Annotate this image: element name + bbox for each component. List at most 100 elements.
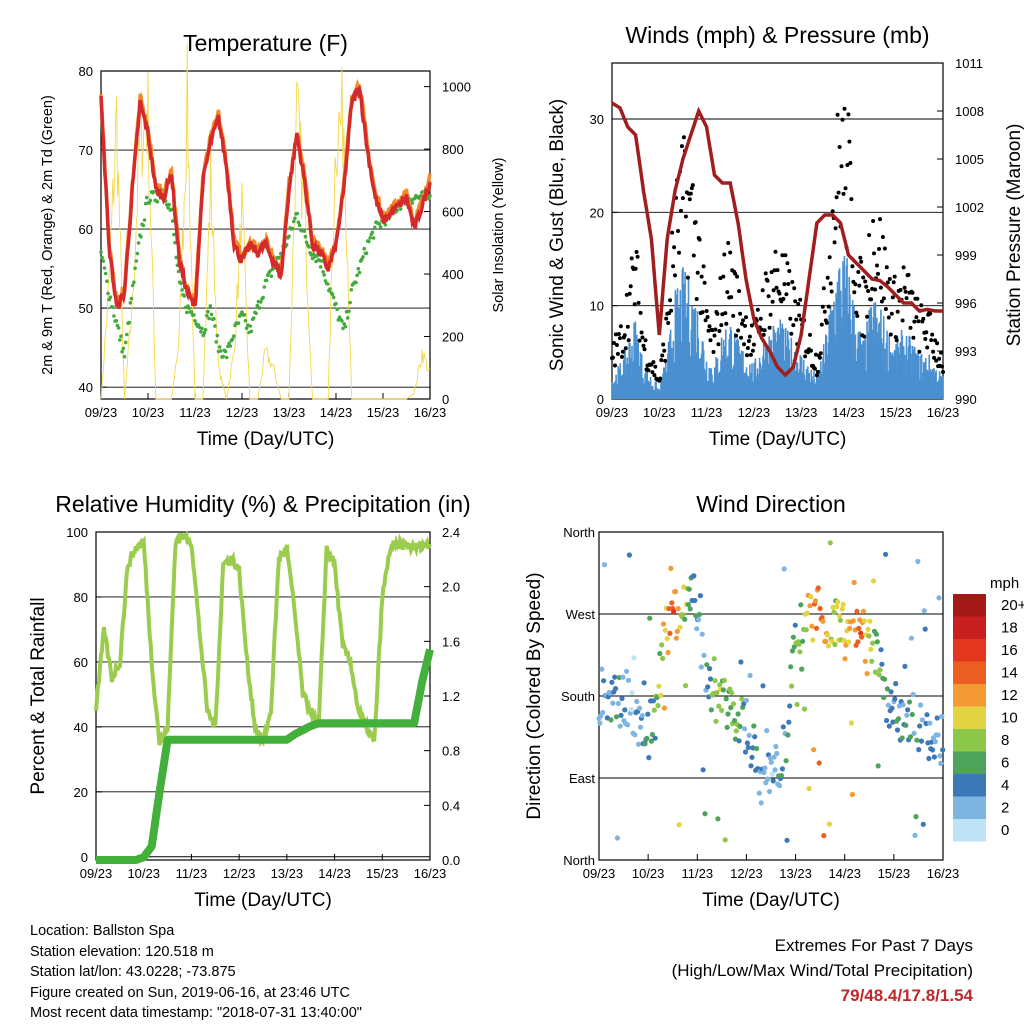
wind-direction-point	[874, 639, 880, 645]
wind-direction-point	[658, 692, 664, 699]
wind-direction-point	[601, 562, 608, 568]
wind-direction-point	[784, 837, 790, 843]
wind-direction-point	[864, 671, 870, 677]
temp-ytick-label: 70	[79, 143, 93, 158]
dewpoint-point	[259, 300, 263, 304]
wind-gust-point	[616, 332, 621, 336]
wind-gust-point	[878, 217, 882, 222]
wind-direction-point	[912, 832, 918, 839]
wind-gust-point	[615, 351, 620, 356]
wind-gust-point	[614, 343, 619, 347]
wind-gust-point	[865, 314, 870, 319]
dewpoint-point	[189, 310, 194, 314]
wind-direction-point	[859, 634, 865, 640]
wind-direction-point	[899, 735, 905, 741]
wind-direction-point	[661, 705, 668, 711]
wind-direction-point	[622, 707, 628, 713]
rh-ylabel-left: Percent & Total Rainfall	[28, 597, 49, 794]
dewpoint-point	[227, 341, 231, 346]
dir-xtick-label: 16/23	[927, 866, 960, 881]
rh-right-ytick-label: 0.8	[442, 744, 460, 759]
wind-gust-point	[862, 334, 867, 339]
wind-direction-point	[682, 616, 688, 622]
wind-gust-point	[642, 347, 647, 352]
temp-frame	[100, 70, 431, 400]
wind-gust-point	[883, 307, 888, 311]
wind-direction-point	[908, 635, 915, 641]
dewpoint-point	[192, 313, 196, 317]
wind-gust-point	[876, 271, 880, 276]
dewpoint-point	[128, 301, 133, 305]
wind-direction-point	[873, 631, 880, 637]
dewpoint-point	[206, 309, 210, 314]
wind-gust-point	[889, 311, 894, 316]
wind-gust-point	[904, 296, 909, 301]
wind-direction-point	[769, 771, 775, 777]
wind-gust-point	[891, 280, 896, 285]
dewpoint-point	[205, 313, 209, 318]
wind-gust-point	[813, 352, 818, 357]
wind-direction-point	[728, 705, 734, 711]
wind-gust-point	[760, 288, 765, 293]
wind-direction-point	[848, 720, 855, 726]
wind-gust-point	[670, 230, 675, 235]
wind-xtick-label: 09/23	[596, 405, 629, 420]
wind-gust-point	[763, 271, 768, 276]
rh-right-ytick-label: 0.0	[442, 853, 460, 868]
colorbar-swatch	[953, 661, 986, 684]
wind-direction-point	[687, 606, 693, 612]
dewpoint-point	[121, 346, 126, 351]
dewpoint-point	[378, 225, 383, 229]
wind-gust-point	[755, 307, 760, 312]
wind-direction-point	[665, 649, 671, 656]
wind-gust-point	[796, 302, 801, 306]
wind-direction-point	[837, 617, 844, 623]
wind-direction-point	[846, 639, 852, 645]
wind-gust-point	[902, 285, 907, 290]
dewpoint-point	[357, 270, 362, 275]
dewpoint-point	[297, 223, 302, 227]
colorbar-label: 2	[1001, 800, 1009, 817]
wind-gust-point	[623, 346, 628, 351]
colorbar-swatch	[953, 594, 986, 617]
wind-direction-point	[934, 715, 940, 721]
wind-gust-point	[929, 338, 934, 343]
wind-gust-point	[864, 284, 869, 289]
temp-xtick-label: 09/23	[85, 405, 118, 420]
wind-direction-point	[674, 628, 680, 635]
wind-direction-point	[694, 626, 700, 632]
wind-gust-point	[690, 183, 695, 188]
wind-gust-point	[676, 229, 680, 233]
dir-xtick-label: 14/23	[828, 866, 861, 881]
temp-right-ytick-label: 400	[442, 267, 464, 282]
dewpoint-point	[174, 255, 178, 260]
wind-direction-point	[765, 776, 771, 782]
colorbar-swatch	[953, 796, 986, 819]
wind-direction-point	[743, 697, 750, 704]
wind-direction-point	[870, 640, 876, 646]
wind-xtick-label: 12/23	[738, 405, 771, 420]
wind-gust-point	[886, 315, 891, 320]
wind-gust-point	[940, 364, 944, 369]
wind-gust-point	[734, 333, 739, 338]
wind-direction-point	[849, 791, 856, 798]
rh-xtick-label: 12/23	[223, 866, 256, 881]
wind-direction-point	[629, 690, 635, 696]
wind-gust-point	[745, 353, 749, 358]
dewpoint-point	[287, 234, 291, 239]
wind-direction-point	[699, 631, 705, 637]
wind-direction-point	[903, 722, 909, 728]
dewpoint-point	[244, 326, 249, 331]
wind-direction-point	[816, 760, 822, 766]
wind-gust-point	[723, 311, 728, 316]
dewpoint-point	[170, 219, 175, 223]
wind-gust-point	[672, 245, 677, 250]
wind-direction-point	[637, 724, 644, 730]
wind-direction-point	[920, 821, 926, 827]
wind-gust-point	[893, 335, 898, 340]
wind-direction-point	[832, 641, 838, 648]
dewpoint-point	[368, 236, 372, 240]
wind-gust-point	[719, 323, 724, 328]
wind-direction-point	[662, 627, 668, 633]
dewpoint-point	[152, 189, 156, 194]
